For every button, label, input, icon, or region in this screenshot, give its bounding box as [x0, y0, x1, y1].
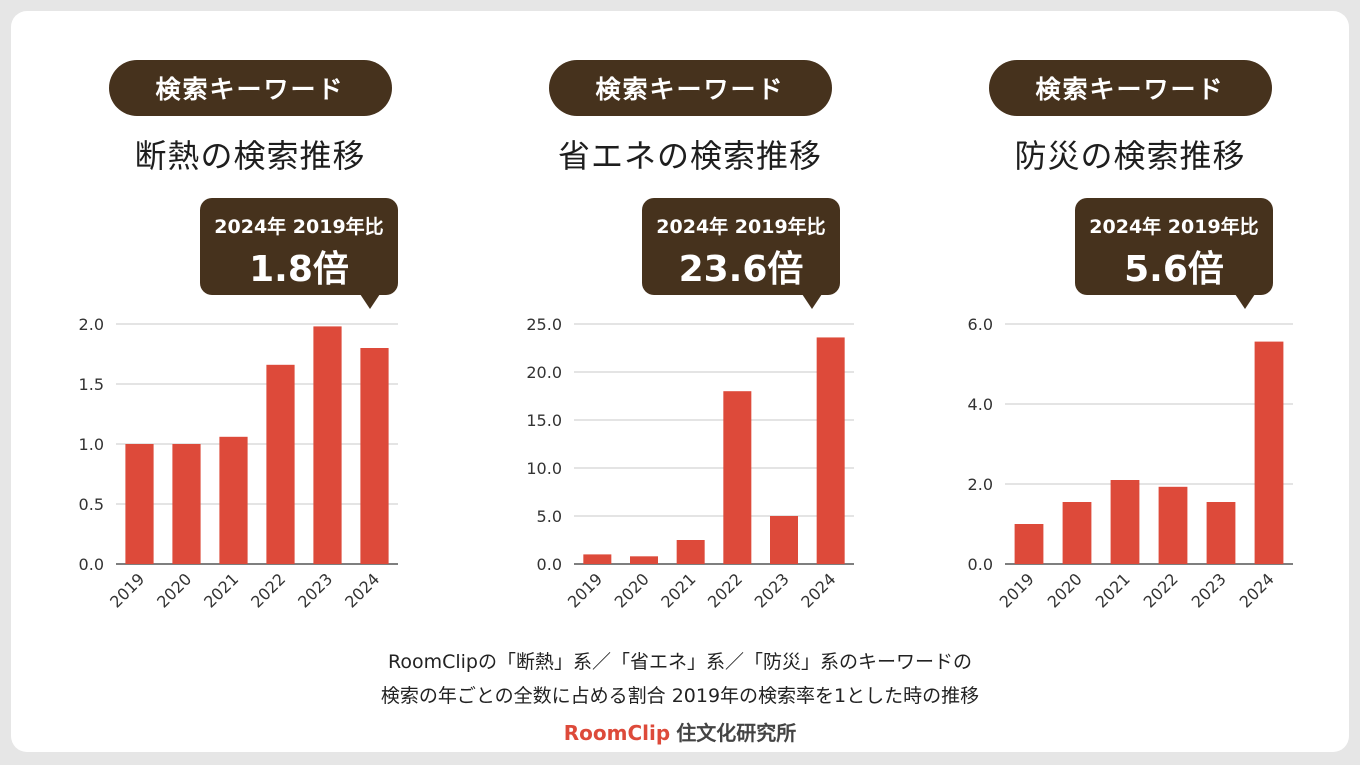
- x-tick-label: 2021: [657, 569, 699, 611]
- caption-line-1: RoomClipの「断熱」系／「省エネ」系／「防災」系のキーワードの: [388, 651, 972, 673]
- ratio-callout: 2024年 2019年比 23.6倍: [642, 198, 840, 309]
- organization-name: 住文化研究所: [676, 721, 797, 745]
- keyword-label: 検索キーワード: [988, 60, 1272, 116]
- x-tick-label: 2019: [564, 569, 606, 611]
- y-tick-label: 0.5: [79, 495, 104, 514]
- callout-subtitle: 2024年 2019年比: [214, 216, 384, 238]
- x-tick-label: 2020: [1044, 569, 1086, 611]
- x-tick-label: 2019: [106, 569, 148, 611]
- x-tick-label: 2022: [247, 569, 289, 611]
- bar-2022: [266, 364, 295, 564]
- y-tick-label: 2.0: [79, 315, 104, 334]
- bar-2021: [676, 540, 705, 564]
- brand-footer: RoomClip 住文化研究所: [11, 717, 1349, 746]
- ratio-callout: 2024年 2019年比 5.6倍: [1075, 198, 1273, 309]
- callout-subtitle: 2024年 2019年比: [1089, 216, 1259, 238]
- y-tick-label: 20.0: [526, 363, 562, 382]
- y-tick-label: 1.0: [79, 435, 104, 454]
- bar-2021: [1110, 480, 1140, 564]
- y-tick-label: 5.0: [537, 507, 562, 526]
- x-tick-label: 2020: [611, 569, 653, 611]
- y-tick-label: 0.0: [537, 555, 562, 574]
- caption-line-2: 検索の年ごとの全数に占める割合 2019年の検索率を1とした時の推移: [380, 685, 980, 707]
- callout-subtitle: 2024年 2019年比: [656, 216, 826, 238]
- y-tick-label: 6.0: [968, 315, 993, 334]
- bar-2019: [583, 554, 612, 564]
- callout-pointer: [360, 294, 380, 309]
- y-tick-label: 15.0: [526, 411, 562, 430]
- panel-title: 省エネの検索推移: [557, 137, 822, 175]
- keyword-label: 検索キーワード: [548, 60, 832, 116]
- panel-title: 断熱の検索推移: [134, 137, 366, 175]
- bar-2020: [630, 556, 658, 564]
- callout-value: 5.6倍: [1124, 249, 1224, 290]
- y-tick-label: 1.5: [79, 375, 104, 394]
- y-tick-label: 10.0: [526, 459, 562, 478]
- bar-2024: [360, 348, 389, 564]
- x-tick-label: 2023: [1188, 569, 1230, 611]
- x-tick-label: 2019: [996, 569, 1038, 611]
- infographic-card: 検索キーワード 断熱の検索推移 2024年 2019年比 1.8倍 0.0 0.5…: [11, 11, 1349, 752]
- x-tick-label: 2021: [1092, 569, 1134, 611]
- bar-2021: [219, 436, 248, 564]
- ratio-callout: 2024年 2019年比 1.8倍: [200, 198, 398, 309]
- x-tick-label: 2023: [294, 569, 336, 611]
- roomclip-logo: RoomClip: [563, 721, 671, 745]
- x-tick-label: 2021: [200, 569, 242, 611]
- bar-2023: [1206, 502, 1236, 564]
- bar-2024: [1254, 341, 1284, 564]
- bar-2019: [1014, 524, 1044, 564]
- panel-energy-saving: 検索キーワード 省エネの検索推移 2024年 2019年比 23.6倍 0.0 5…: [480, 11, 900, 651]
- y-tick-label: 4.0: [968, 395, 993, 414]
- callout-value: 1.8倍: [249, 249, 349, 290]
- footer-caption: RoomClipの「断熱」系／「省エネ」系／「防災」系のキーワードの 検索の年ご…: [11, 645, 1349, 713]
- x-tick-label: 2024: [797, 569, 839, 611]
- bar-2023: [770, 516, 798, 564]
- bar-chart-disaster-prevention: 0.0 2.0 4.0 6.0 2019 2020 2021 2022 2023 2024: [968, 315, 1293, 612]
- bar-2024: [816, 337, 845, 564]
- y-tick-label: 0.0: [79, 555, 104, 574]
- keyword-label: 検索キーワード: [108, 60, 392, 116]
- bar-2022: [1158, 486, 1188, 564]
- x-tick-label: 2024: [1236, 569, 1278, 611]
- bar-2023: [313, 326, 342, 564]
- panel-title: 防災の検索推移: [1014, 137, 1246, 175]
- panel-disaster-prevention: 検索キーワード 防災の検索推移 2024年 2019年比 5.6倍 0.0 2.0…: [920, 11, 1340, 651]
- y-tick-label: 25.0: [526, 315, 562, 334]
- x-tick-label: 2023: [751, 569, 793, 611]
- callout-pointer: [1235, 294, 1255, 309]
- bar-2020: [1062, 502, 1092, 564]
- bar-2020: [172, 444, 201, 564]
- panel-insulation: 検索キーワード 断熱の検索推移 2024年 2019年比 1.8倍 0.0 0.5…: [40, 11, 460, 651]
- x-tick-label: 2024: [341, 569, 383, 611]
- x-tick-label: 2020: [153, 569, 195, 611]
- x-tick-label: 2022: [704, 569, 746, 611]
- callout-value: 23.6倍: [678, 249, 804, 290]
- callout-pointer: [802, 294, 822, 309]
- bar-2019: [125, 444, 154, 564]
- y-tick-label: 0.0: [968, 555, 993, 574]
- y-tick-label: 2.0: [968, 475, 993, 494]
- x-tick-label: 2022: [1140, 569, 1182, 611]
- bar-2022: [723, 391, 752, 564]
- bar-chart-insulation: 0.0 0.5 1.0 1.5 2.0 2019 2020 2021 2022 2023 2024: [79, 315, 398, 612]
